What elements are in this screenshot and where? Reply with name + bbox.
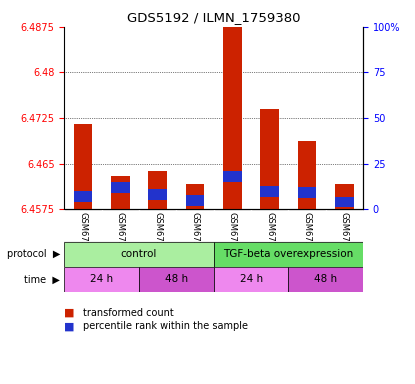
Text: GSM671496: GSM671496	[303, 212, 312, 263]
Bar	[186, 184, 205, 209]
Text: ■: ■	[64, 321, 78, 331]
Bar	[261, 185, 279, 197]
Bar	[214, 242, 363, 267]
Bar	[214, 267, 288, 292]
Text: TGF-beta overexpression: TGF-beta overexpression	[223, 249, 354, 260]
Bar	[139, 267, 214, 292]
Bar	[149, 171, 167, 209]
Text: control: control	[121, 249, 157, 260]
Text: GSM671486: GSM671486	[78, 212, 88, 263]
Text: 24 h: 24 h	[90, 274, 113, 285]
Bar	[335, 197, 354, 207]
Text: 48 h: 48 h	[165, 274, 188, 285]
Text: GSM671489: GSM671489	[190, 212, 200, 263]
Text: GSM671497: GSM671497	[340, 212, 349, 263]
Text: GSM671488: GSM671488	[153, 212, 162, 263]
Title: GDS5192 / ILMN_1759380: GDS5192 / ILMN_1759380	[127, 11, 300, 24]
Bar	[223, 171, 242, 182]
Bar	[298, 187, 317, 198]
Bar	[64, 267, 139, 292]
Bar	[223, 21, 242, 209]
Text: GSM671494: GSM671494	[228, 212, 237, 263]
Bar	[261, 109, 279, 209]
Text: protocol  ▶: protocol ▶	[7, 249, 60, 260]
Bar	[74, 124, 93, 209]
Bar	[149, 189, 167, 200]
Text: transformed count: transformed count	[83, 308, 174, 318]
Bar	[64, 242, 214, 267]
Text: 48 h: 48 h	[314, 274, 337, 285]
Text: time  ▶: time ▶	[24, 274, 60, 285]
Bar	[111, 176, 130, 209]
Bar	[298, 141, 317, 209]
Bar	[111, 182, 130, 193]
Text: percentile rank within the sample: percentile rank within the sample	[83, 321, 248, 331]
Text: GSM671495: GSM671495	[265, 212, 274, 263]
Bar	[335, 184, 354, 209]
Bar	[186, 195, 205, 205]
Bar	[74, 191, 93, 202]
Text: ■: ■	[64, 308, 78, 318]
Text: GSM671487: GSM671487	[116, 212, 125, 263]
Bar	[288, 267, 363, 292]
Text: 24 h: 24 h	[239, 274, 263, 285]
